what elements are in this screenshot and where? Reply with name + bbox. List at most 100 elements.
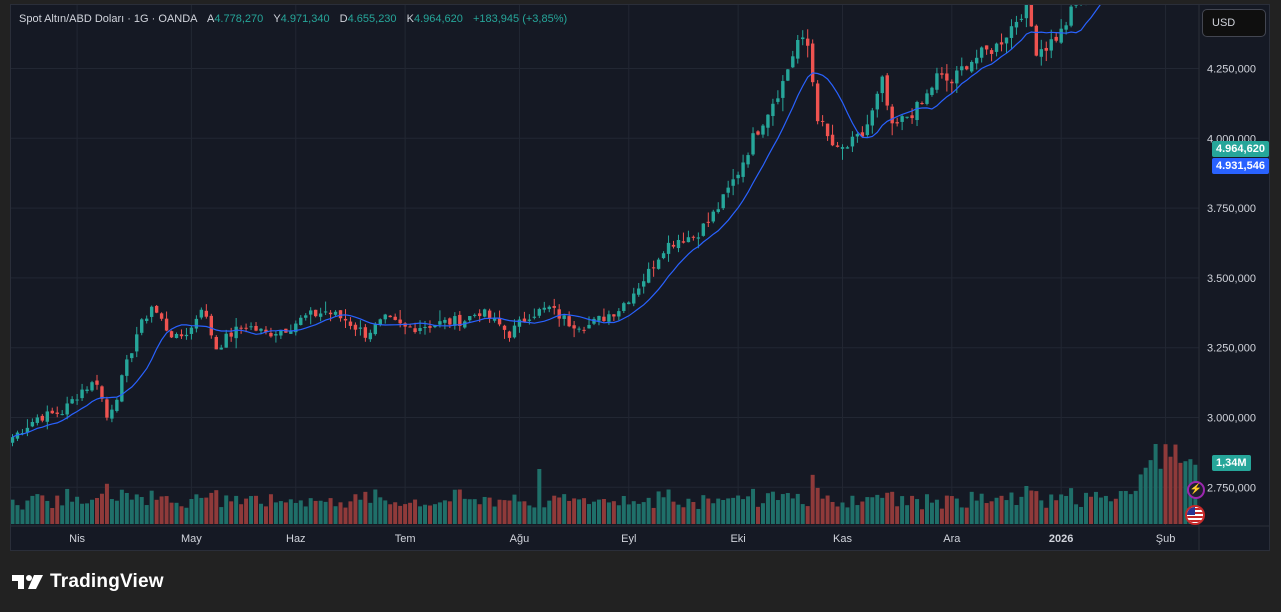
candle-body xyxy=(448,318,452,325)
volume-bar xyxy=(293,502,298,524)
volume-bar xyxy=(119,489,124,524)
volume-bar xyxy=(50,508,55,524)
time-tick-label: Eki xyxy=(730,533,745,545)
candle-body xyxy=(309,310,313,315)
candle-body xyxy=(890,106,894,124)
symbol-title[interactable]: Spot Altın/ABD Doları · 1G · OANDA xyxy=(19,13,197,25)
candle-body xyxy=(304,315,308,318)
volume-bar xyxy=(974,500,979,524)
candle-body xyxy=(318,313,323,317)
volume-bar xyxy=(999,495,1004,524)
candle-body xyxy=(363,327,368,338)
price-tick-label: 4.250,000 xyxy=(1207,64,1256,76)
volume-bar xyxy=(959,507,964,524)
volume-bar xyxy=(209,492,214,524)
candle-body xyxy=(552,305,556,308)
volume-bar xyxy=(721,499,726,524)
volume-bar xyxy=(830,501,835,524)
candle-body xyxy=(726,187,730,193)
candle-body xyxy=(1049,39,1053,51)
candle-body xyxy=(20,433,25,435)
volume-bar xyxy=(25,500,30,524)
candle-body xyxy=(487,310,492,319)
tradingview-logo[interactable]: TradingView xyxy=(12,570,164,594)
candle-body xyxy=(368,332,373,340)
time-tick-label: Tem xyxy=(395,533,416,545)
close-value: 4.964,620 xyxy=(413,13,463,25)
volume-bar xyxy=(636,503,641,524)
currency-button[interactable]: USD xyxy=(1202,9,1266,37)
price-tick-label: 3.750,000 xyxy=(1207,203,1256,215)
volume-bar xyxy=(90,499,95,524)
volume-bar xyxy=(656,491,661,524)
candle-body xyxy=(1064,25,1068,30)
candle-body xyxy=(249,326,253,328)
candle-body xyxy=(100,386,104,399)
volume-bar xyxy=(691,502,696,524)
candle-body xyxy=(174,333,179,339)
volume-bar xyxy=(870,497,875,524)
candle-body xyxy=(507,331,512,338)
us-flag-event-icon[interactable] xyxy=(1185,505,1205,525)
high-value: 4.971,340 xyxy=(280,13,330,25)
volume-bar xyxy=(984,503,989,524)
lightning-event-icon[interactable]: ⚡ xyxy=(1187,481,1205,499)
volume-bar xyxy=(65,488,70,524)
volume-bar xyxy=(1079,506,1084,524)
volume-bar xyxy=(621,495,626,524)
candle-body xyxy=(313,309,318,317)
volume-bar xyxy=(845,507,850,524)
candle-body xyxy=(403,323,407,327)
volume-bar xyxy=(651,507,656,524)
candle-body xyxy=(438,321,442,325)
candle-body xyxy=(731,179,735,186)
price-chart[interactable]: 2.500,0002.750,0003.000,0003.250,0003.50… xyxy=(11,5,1269,550)
candle-body xyxy=(746,155,750,165)
candle-body xyxy=(766,114,770,128)
candle-body xyxy=(1009,26,1014,38)
volume-bar xyxy=(144,505,149,524)
candle-body xyxy=(860,132,865,137)
candle-body xyxy=(641,281,646,287)
volume-bar xyxy=(671,501,676,524)
volume-bar xyxy=(825,495,830,524)
candle-body xyxy=(30,421,35,427)
candle-body xyxy=(567,316,571,327)
volume-bar xyxy=(706,498,711,524)
candle-body xyxy=(532,316,537,318)
candle-body xyxy=(1069,6,1073,26)
candle-body xyxy=(572,325,576,329)
candle-body xyxy=(413,328,417,333)
open-label: A xyxy=(206,13,215,25)
candle-body xyxy=(542,307,546,310)
volume-bar xyxy=(259,503,263,524)
volume-bar xyxy=(124,492,129,524)
open-value: 4.778,270 xyxy=(214,13,264,25)
price-tick-label: 2.750,000 xyxy=(1207,482,1256,494)
candle-body xyxy=(855,134,860,137)
volume-bar xyxy=(114,500,119,524)
candle-body xyxy=(671,244,676,247)
volume-bar xyxy=(1158,468,1163,524)
candle-body xyxy=(656,259,661,269)
volume-bar xyxy=(890,491,895,524)
volume-bar xyxy=(527,505,532,524)
candle-body xyxy=(244,327,248,329)
volume-bar xyxy=(134,494,139,524)
volume-bar xyxy=(427,505,432,524)
candle-body xyxy=(696,237,701,239)
volume-bar xyxy=(756,506,760,524)
volume-bar xyxy=(949,496,954,524)
volume-bar xyxy=(383,500,388,524)
volume-bar xyxy=(696,508,701,524)
volume-bar xyxy=(582,498,587,524)
volume-bar xyxy=(1034,491,1039,524)
candle-body xyxy=(994,43,999,52)
candle-body xyxy=(234,326,238,339)
candle-body xyxy=(845,147,850,149)
price-change: +183,945 (+3,85%) xyxy=(472,13,568,25)
candle-body xyxy=(791,56,795,68)
candle-body xyxy=(1004,37,1009,44)
volume-bar xyxy=(497,499,502,524)
volume-bar xyxy=(85,503,90,524)
